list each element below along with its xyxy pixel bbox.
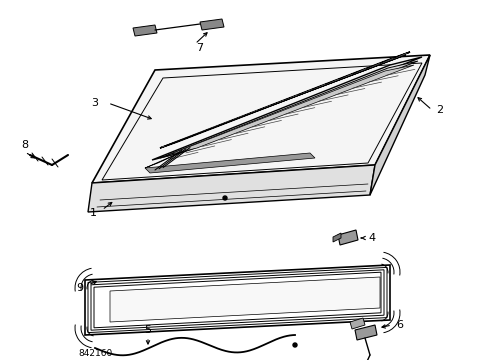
Polygon shape xyxy=(338,230,358,245)
Text: 2: 2 xyxy=(437,105,443,115)
Circle shape xyxy=(293,343,297,347)
Polygon shape xyxy=(145,153,315,173)
Polygon shape xyxy=(85,265,390,335)
Polygon shape xyxy=(133,25,157,36)
Text: 3: 3 xyxy=(92,98,98,108)
Polygon shape xyxy=(160,61,418,158)
Polygon shape xyxy=(333,233,341,242)
Polygon shape xyxy=(350,318,365,329)
Text: 7: 7 xyxy=(196,43,203,53)
Text: 9: 9 xyxy=(76,283,84,293)
Text: 5: 5 xyxy=(145,325,151,335)
Polygon shape xyxy=(168,65,414,155)
Polygon shape xyxy=(160,52,410,148)
Polygon shape xyxy=(355,325,377,340)
Text: 842160: 842160 xyxy=(78,348,112,357)
Polygon shape xyxy=(200,19,224,30)
Polygon shape xyxy=(91,270,384,330)
Text: 6: 6 xyxy=(396,320,403,330)
Text: 4: 4 xyxy=(368,233,375,243)
Text: 8: 8 xyxy=(22,140,28,150)
Polygon shape xyxy=(110,277,380,322)
Polygon shape xyxy=(88,165,375,212)
Circle shape xyxy=(223,196,227,200)
Polygon shape xyxy=(370,55,430,195)
Text: 1: 1 xyxy=(90,208,97,218)
Polygon shape xyxy=(152,57,422,160)
Polygon shape xyxy=(92,55,430,183)
Polygon shape xyxy=(94,272,381,328)
Polygon shape xyxy=(88,267,387,333)
Polygon shape xyxy=(145,152,182,168)
